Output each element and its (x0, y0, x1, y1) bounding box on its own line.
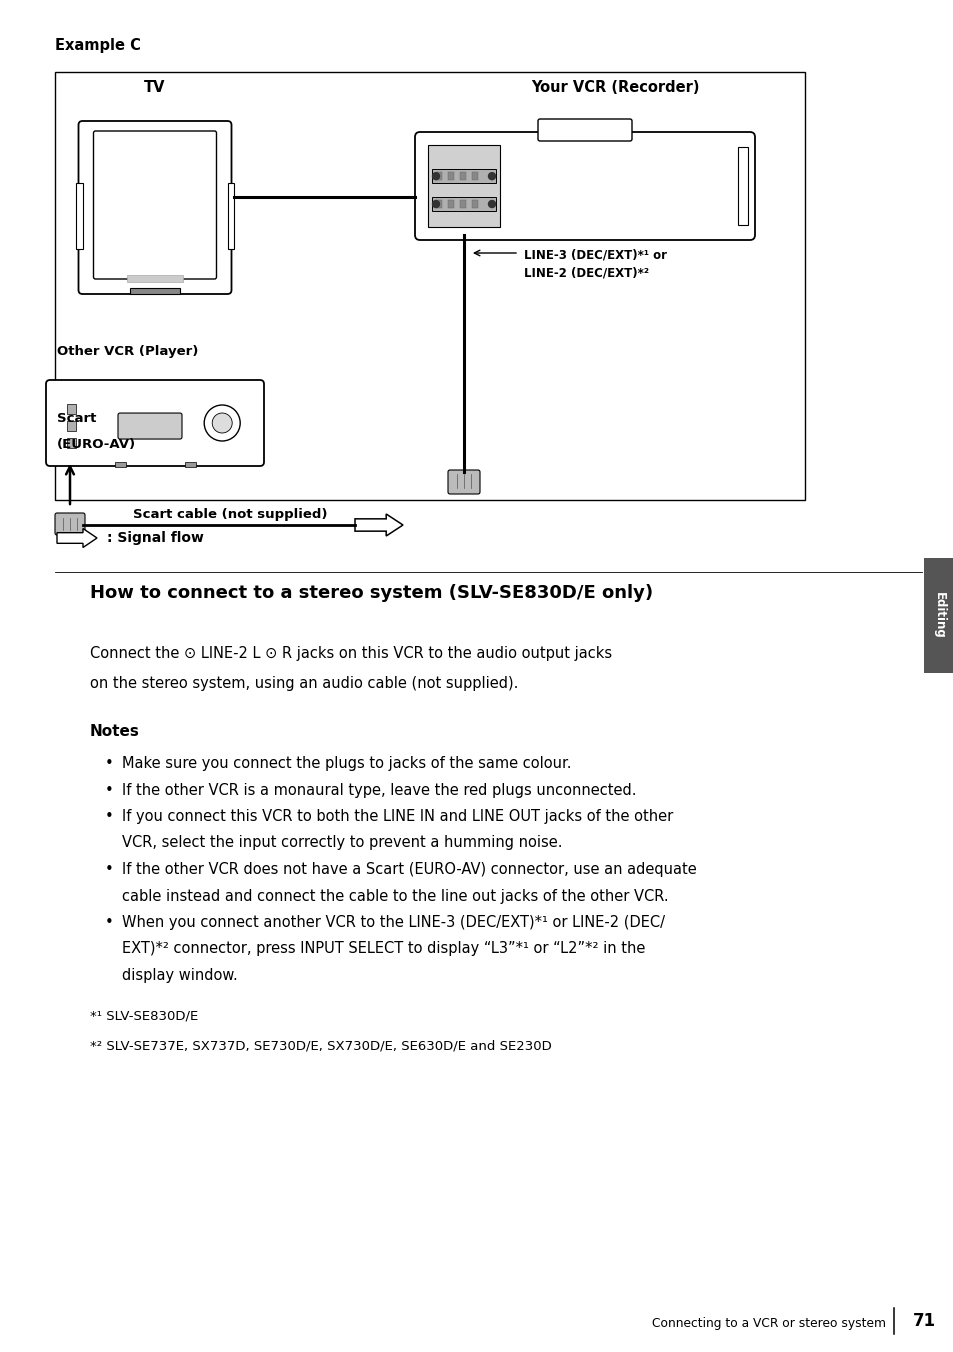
Bar (448, 200, 454, 208)
Text: •: • (105, 783, 113, 798)
Text: •: • (105, 863, 113, 877)
Text: Notes: Notes (90, 725, 140, 740)
Circle shape (488, 200, 495, 208)
FancyBboxPatch shape (118, 414, 182, 439)
Text: Your VCR (Recorder): Your VCR (Recorder) (530, 80, 699, 95)
Bar (55, 72, 804, 500)
Text: How to connect to a stereo system (SLV-SE830D/E only): How to connect to a stereo system (SLV-S… (90, 584, 653, 602)
Text: •: • (105, 756, 113, 771)
Text: (EURO-AV): (EURO-AV) (57, 438, 136, 452)
Bar (923, 557, 953, 673)
FancyBboxPatch shape (93, 131, 216, 279)
Bar (114, 461, 126, 466)
Text: *¹ SLV-SE830D/E: *¹ SLV-SE830D/E (90, 1010, 198, 1022)
Text: Scart cable (not supplied): Scart cable (not supplied) (132, 508, 327, 521)
Bar (428, 145, 499, 227)
Circle shape (204, 406, 240, 441)
Bar (67, 420, 75, 431)
Text: 71: 71 (911, 1311, 935, 1330)
Bar (227, 183, 234, 249)
Text: Connecting to a VCR or stereo system: Connecting to a VCR or stereo system (651, 1317, 885, 1330)
Polygon shape (355, 514, 402, 535)
Bar (432, 197, 496, 211)
Text: LINE-3 (DEC/EXT)*¹ or: LINE-3 (DEC/EXT)*¹ or (523, 249, 666, 262)
Text: •: • (105, 808, 113, 823)
FancyBboxPatch shape (78, 120, 232, 293)
Text: Other VCR (Player): Other VCR (Player) (57, 345, 198, 358)
Bar (130, 288, 180, 293)
Text: TV: TV (144, 80, 166, 95)
Bar (448, 172, 454, 180)
Text: EXT)*² connector, press INPUT SELECT to display “L3”*¹ or “L2”*² in the: EXT)*² connector, press INPUT SELECT to … (122, 941, 644, 956)
Text: •: • (105, 915, 113, 930)
Bar (432, 169, 496, 183)
FancyBboxPatch shape (415, 132, 754, 241)
Bar (436, 172, 441, 180)
Text: When you connect another VCR to the LINE-3 (DEC/EXT)*¹ or LINE-2 (DEC/: When you connect another VCR to the LINE… (122, 915, 664, 930)
Text: If you connect this VCR to both the LINE IN and LINE OUT jacks of the other: If you connect this VCR to both the LINE… (122, 808, 673, 823)
Bar (436, 200, 441, 208)
Bar (67, 404, 75, 414)
Bar (67, 438, 75, 448)
Bar (75, 183, 82, 249)
FancyBboxPatch shape (55, 512, 85, 535)
Text: If the other VCR is a monaural type, leave the red plugs unconnected.: If the other VCR is a monaural type, lea… (122, 783, 636, 798)
Text: : Signal flow: : Signal flow (107, 531, 204, 545)
Circle shape (432, 173, 439, 180)
Text: on the stereo system, using an audio cable (not supplied).: on the stereo system, using an audio cab… (90, 676, 517, 691)
Circle shape (488, 173, 495, 180)
Polygon shape (57, 529, 97, 548)
Text: VCR, select the input correctly to prevent a humming noise.: VCR, select the input correctly to preve… (122, 836, 562, 850)
FancyBboxPatch shape (46, 380, 264, 466)
Text: display window.: display window. (122, 968, 237, 983)
FancyBboxPatch shape (537, 119, 631, 141)
Bar (459, 172, 465, 180)
Text: Make sure you connect the plugs to jacks of the same colour.: Make sure you connect the plugs to jacks… (122, 756, 571, 771)
Text: cable instead and connect the cable to the line out jacks of the other VCR.: cable instead and connect the cable to t… (122, 888, 668, 903)
Text: *² SLV-SE737E, SX737D, SE730D/E, SX730D/E, SE630D/E and SE230D: *² SLV-SE737E, SX737D, SE730D/E, SX730D/… (90, 1040, 551, 1052)
Text: Connect the ⊙ LINE-2 L ⊙ R jacks on this VCR to the audio output jacks: Connect the ⊙ LINE-2 L ⊙ R jacks on this… (90, 646, 612, 661)
Text: Example C: Example C (55, 38, 141, 53)
Bar (472, 172, 477, 180)
Text: Editing: Editing (931, 592, 944, 638)
FancyBboxPatch shape (448, 470, 479, 493)
Circle shape (212, 412, 232, 433)
Text: LINE-2 (DEC/EXT)*²: LINE-2 (DEC/EXT)*² (523, 266, 648, 280)
Bar (184, 461, 195, 466)
Text: If the other VCR does not have a Scart (EURO-AV) connector, use an adequate: If the other VCR does not have a Scart (… (122, 863, 696, 877)
Text: Scart: Scart (57, 412, 96, 425)
Bar (738, 147, 747, 224)
Bar (459, 200, 465, 208)
Circle shape (432, 200, 439, 208)
Bar (472, 200, 477, 208)
Bar (127, 274, 183, 283)
